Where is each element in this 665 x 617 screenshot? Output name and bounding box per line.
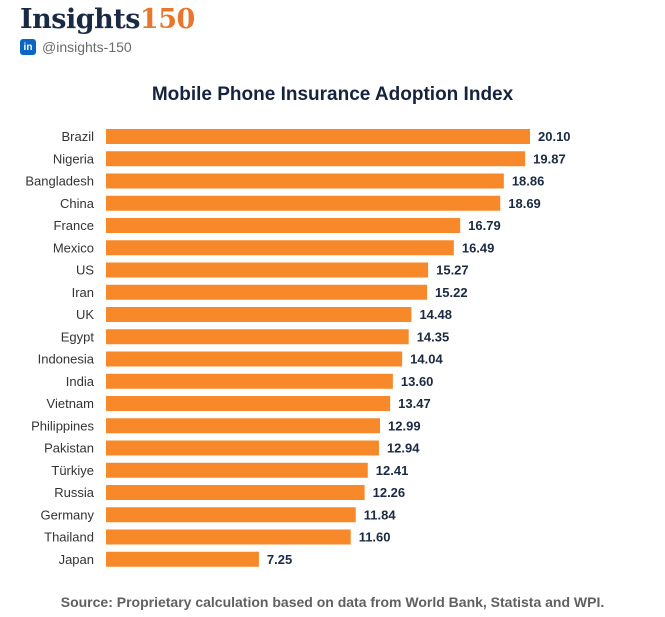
value-label: 14.48 — [419, 307, 452, 322]
category-label: Thailand — [44, 530, 94, 545]
bar — [106, 262, 429, 278]
bar — [106, 284, 428, 300]
category-label: Pakistan — [44, 441, 94, 456]
category-label: Türkiye — [51, 463, 94, 478]
value-label: 15.27 — [436, 263, 469, 278]
bar — [106, 551, 259, 567]
linkedin-handle: @insights-150 — [42, 39, 132, 55]
bar — [106, 129, 530, 144]
value-label: 12.41 — [376, 463, 409, 478]
value-label: 18.69 — [508, 196, 541, 211]
category-label: Mexico — [53, 240, 94, 255]
bar — [106, 240, 454, 256]
bar — [106, 173, 504, 189]
bar — [106, 195, 501, 211]
bar — [106, 329, 409, 345]
bar — [106, 440, 379, 456]
bar — [106, 396, 391, 411]
value-label: 16.49 — [462, 240, 495, 255]
brand-name-suffix: 150 — [139, 4, 195, 35]
category-label: Russia — [54, 485, 95, 500]
value-label: 20.10 — [538, 129, 571, 144]
bar — [106, 151, 526, 167]
value-label: 11.84 — [364, 507, 397, 522]
value-label: 12.26 — [373, 485, 406, 500]
value-label: 13.60 — [401, 374, 434, 389]
bar — [106, 373, 393, 389]
category-label: Bangladesh — [25, 174, 94, 189]
category-label: France — [54, 218, 94, 233]
bar — [106, 351, 403, 367]
category-label: Philippines — [31, 418, 94, 433]
value-label: 14.35 — [417, 329, 450, 344]
bar — [106, 462, 368, 478]
bar — [106, 307, 412, 322]
category-label: US — [76, 263, 94, 278]
source-note: Source: Proprietary calculation based on… — [60, 594, 605, 610]
value-label: 11.60 — [359, 530, 391, 545]
category-label: China — [60, 196, 95, 211]
linkedin-icon: in — [20, 39, 36, 55]
value-label: 14.04 — [410, 352, 443, 367]
chart-title: Mobile Phone Insurance Adoption Index — [151, 84, 514, 105]
brand-name-prefix: Insights — [20, 4, 140, 35]
category-label: Indonesia — [38, 352, 95, 367]
category-label: Egypt — [61, 329, 95, 344]
bar — [106, 218, 461, 233]
category-label: Iran — [72, 285, 94, 300]
value-label: 19.87 — [533, 151, 566, 166]
value-label: 18.86 — [512, 174, 545, 189]
category-label: Germany — [41, 507, 95, 522]
category-label: Nigeria — [53, 151, 95, 166]
value-label: 7.25 — [267, 552, 292, 567]
category-label: UK — [76, 307, 94, 322]
bar — [106, 418, 381, 434]
brand-logo: Insights150 — [20, 4, 195, 35]
value-label: 15.22 — [435, 285, 468, 300]
bar — [106, 485, 365, 500]
bar-chart: Brazil 20.10 Nigeria 19.87 Bangladesh 18.86 Ch… — [25, 129, 571, 567]
social-handle: in @insights-150 — [20, 38, 132, 56]
bar — [106, 529, 351, 545]
bar — [106, 507, 356, 523]
category-label: Japan — [59, 552, 94, 567]
category-label: Vietnam — [47, 396, 94, 411]
value-label: 13.47 — [398, 396, 431, 411]
category-label: Brazil — [61, 129, 94, 144]
value-label: 12.94 — [387, 441, 420, 456]
value-label: 16.79 — [468, 218, 501, 233]
value-label: 12.99 — [388, 418, 421, 433]
category-label: India — [66, 374, 95, 389]
